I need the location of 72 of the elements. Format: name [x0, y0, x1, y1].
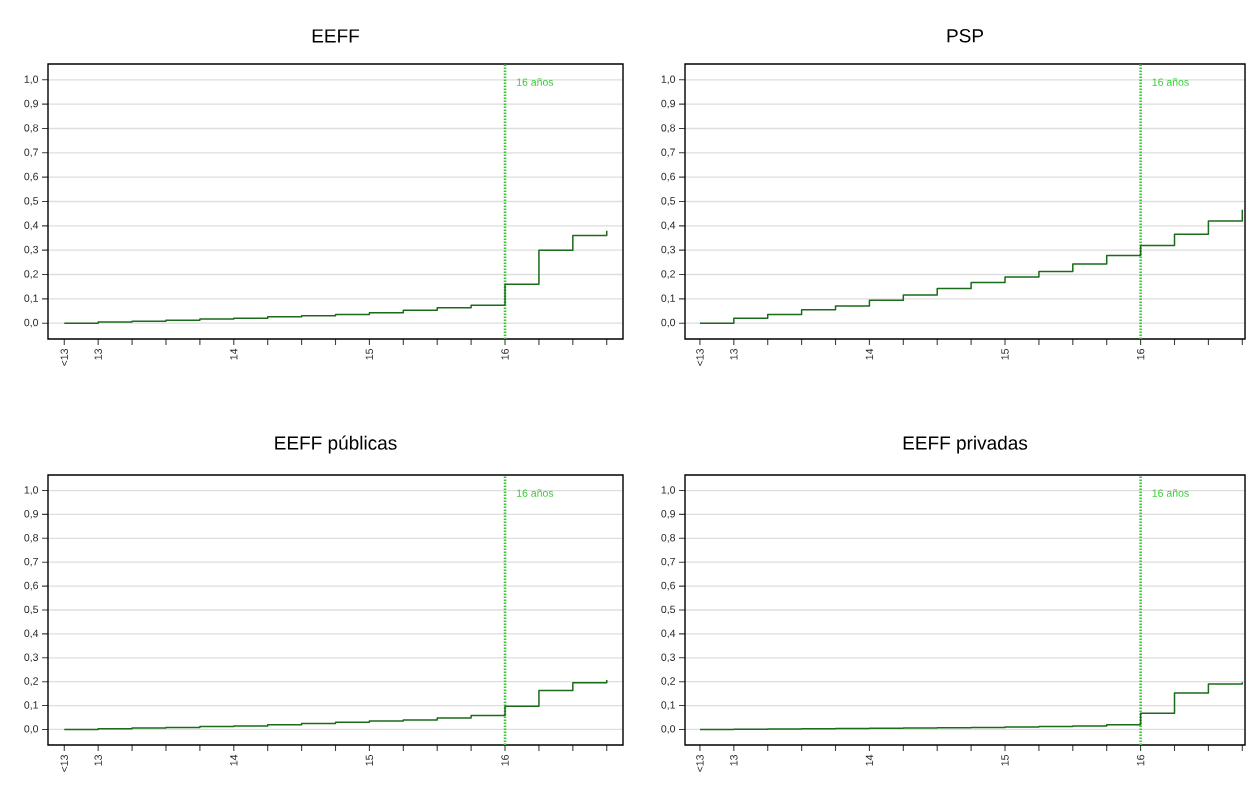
y-tick-label: 0,9 — [661, 510, 675, 519]
y-tick-label: 0,0 — [661, 318, 676, 328]
ref-line-label: 16 años — [517, 489, 554, 497]
y-tick-label: 0,5 — [661, 197, 676, 206]
y-tick-label: 0,7 — [661, 557, 675, 567]
y-tick-label: 1,0 — [24, 75, 39, 85]
x-tick-label: 13 — [94, 754, 102, 766]
y-tick-label: 0,9 — [24, 510, 38, 519]
chart-title: EEFF privadas — [903, 435, 1028, 454]
x-tick-label: 13 — [94, 348, 102, 360]
chart-title: EEFF — [312, 29, 360, 43]
y-tick-label: 1,0 — [24, 486, 39, 495]
y-tick-label: 0,6 — [24, 172, 39, 182]
y-tick-label: 0,5 — [24, 605, 39, 615]
y-tick-label: 0,5 — [661, 605, 676, 615]
ref-line-label: 16 años — [1152, 78, 1189, 86]
y-tick-label: 0,4 — [661, 629, 676, 639]
x-tick-label: 14 — [865, 348, 874, 360]
y-tick-label: 0,8 — [661, 124, 676, 133]
x-tick-label: 16 — [501, 348, 509, 360]
y-tick-label: 0,3 — [661, 653, 676, 663]
y-tick-label: 0,3 — [661, 245, 676, 255]
x-tick-label: 14 — [230, 754, 238, 766]
x-tick-label: <13 — [696, 754, 704, 772]
y-tick-label: 0,4 — [661, 221, 676, 231]
x-tick-label: 14 — [865, 754, 874, 766]
x-tick-label: 13 — [730, 348, 738, 360]
y-tick-label: 0,5 — [24, 197, 39, 206]
y-tick-label: 0,6 — [661, 581, 676, 591]
y-tick-label: 0,3 — [24, 245, 39, 255]
x-tick-label: 15 — [1001, 754, 1009, 766]
y-tick-label: 0,7 — [661, 148, 675, 158]
y-tick-label: 0,9 — [24, 99, 38, 109]
x-tick-label: 13 — [730, 754, 738, 766]
ref-line-label: 16 años — [1152, 489, 1189, 497]
y-tick-label: 0,4 — [24, 221, 39, 231]
y-tick-label: 0,7 — [24, 148, 38, 158]
x-tick-label: 16 — [1136, 754, 1145, 766]
x-tick-label: 15 — [1001, 348, 1009, 360]
x-tick-label: 16 — [501, 754, 509, 766]
y-tick-label: 0,2 — [661, 677, 675, 687]
x-tick-label: <13 — [60, 754, 68, 772]
y-tick-label: 0,2 — [661, 270, 675, 279]
y-tick-label: 0,1 — [661, 294, 675, 304]
chart-title: PSP — [947, 29, 984, 43]
y-tick-label: 0,0 — [661, 725, 676, 734]
y-tick-label: 1,0 — [661, 486, 676, 495]
y-tick-label: 0,8 — [24, 533, 39, 543]
y-tick-label: 0,2 — [24, 270, 38, 279]
x-tick-label: <13 — [60, 348, 68, 366]
x-tick-label: 16 — [1136, 348, 1145, 360]
y-tick-label: 0,3 — [24, 653, 39, 663]
x-tick-label: 15 — [365, 754, 374, 766]
y-tick-label: 0,8 — [661, 533, 676, 543]
ref-line-label: 16 años — [517, 78, 554, 86]
y-tick-label: 0,0 — [24, 318, 39, 328]
x-tick-label: <13 — [696, 348, 704, 366]
y-tick-label: 0,1 — [24, 701, 38, 710]
y-tick-label: 0,6 — [661, 172, 676, 182]
y-tick-label: 0,1 — [661, 701, 675, 710]
x-tick-label: 14 — [230, 348, 238, 360]
y-tick-label: 0,2 — [24, 677, 38, 687]
y-tick-label: 0,9 — [661, 99, 675, 109]
y-tick-label: 1,0 — [661, 75, 676, 85]
y-tick-label: 0,8 — [24, 124, 39, 133]
y-tick-label: 0,7 — [24, 557, 38, 567]
y-tick-label: 0,4 — [24, 629, 39, 639]
chart-title: EEFF públicas — [275, 435, 397, 454]
y-tick-label: 0,0 — [24, 725, 39, 734]
y-tick-label: 0,6 — [24, 581, 39, 591]
x-tick-label: 15 — [365, 348, 374, 360]
y-tick-label: 0,1 — [24, 294, 38, 304]
